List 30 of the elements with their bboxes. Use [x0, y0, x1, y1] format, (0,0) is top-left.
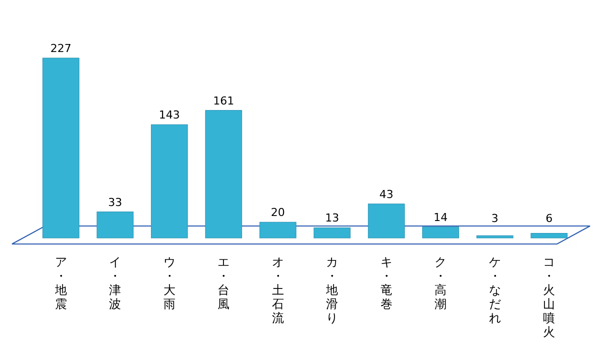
data-label: 227: [50, 42, 72, 55]
data-label: 13: [325, 212, 340, 225]
bar: [259, 222, 296, 238]
x-tick-label: コ・火山噴火: [543, 255, 556, 339]
x-tick-label: ケ・なだれ: [488, 255, 501, 325]
bar: [150, 124, 188, 238]
data-label: 161: [213, 94, 234, 108]
data-label: 43: [379, 188, 394, 201]
data-label: 33: [108, 196, 122, 209]
data-label: 14: [434, 210, 448, 224]
x-tick-label: キ・竜巻: [380, 255, 392, 311]
bar: [368, 204, 405, 238]
data-label: 20: [270, 206, 285, 220]
bar: [205, 110, 242, 238]
bar: [314, 227, 351, 238]
data-label: 3: [491, 212, 498, 225]
x-tick-label: カ・地滑り: [325, 255, 338, 325]
bar: [42, 58, 80, 238]
x-tick-label: ク・高潮: [434, 255, 447, 311]
bar: [530, 232, 568, 238]
data-label: 143: [158, 108, 180, 122]
data-label: 6: [546, 212, 553, 225]
x-tick-label: ウ・大雨: [163, 255, 176, 311]
x-tick-label: エ・台風: [218, 255, 230, 311]
x-tick-label: イ・津波: [109, 255, 122, 311]
x-tick-label: オ・土石流: [272, 255, 284, 325]
bar: [96, 212, 134, 238]
x-tick-label: ア・地震: [54, 255, 67, 311]
bar: [476, 235, 514, 238]
bar: [422, 226, 460, 238]
